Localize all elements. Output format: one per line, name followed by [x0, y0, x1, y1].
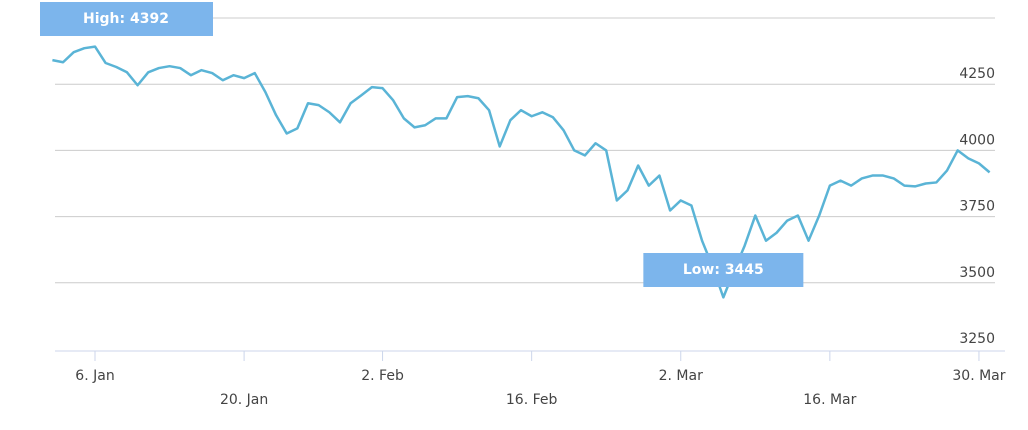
price-line [52, 45, 991, 299]
y-tick-label: 4000 [959, 132, 995, 148]
annotation-box [643, 253, 804, 287]
x-tick-label: 6. Jan [75, 368, 114, 384]
y-tick-label: 3500 [959, 265, 995, 281]
x-tick-label: 20. Jan [220, 392, 268, 408]
y-tick-label: 4250 [959, 66, 995, 82]
annotation-label: Low: 3445 [683, 262, 764, 278]
y-tick-label: 3250 [959, 331, 995, 347]
y-tick-label: 3750 [959, 199, 995, 215]
annotation-box [40, 2, 213, 36]
annotation-label: High: 4392 [83, 11, 169, 27]
x-tick-label: 2. Mar [659, 368, 703, 384]
x-tick-label: 2. Feb [361, 368, 404, 384]
x-tick-label: 30. Mar [952, 368, 1005, 384]
x-tick-label: 16. Mar [803, 392, 856, 408]
x-tick-label: 16. Feb [506, 392, 558, 408]
